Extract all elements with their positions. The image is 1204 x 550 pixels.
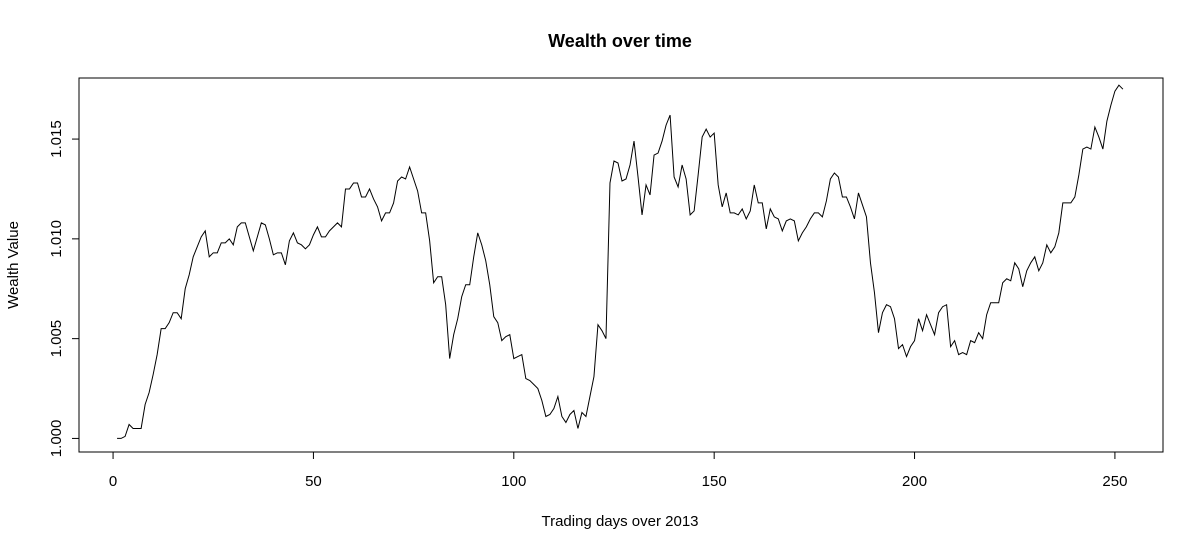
y-tick-label: 1.005	[48, 320, 65, 358]
y-axis: 1.000 1.005 1.010 1.015	[48, 120, 80, 458]
x-tick-label: 250	[1102, 473, 1127, 490]
x-tick-label: 50	[305, 473, 322, 490]
x-tick-label: 150	[702, 473, 727, 490]
y-axis-label: Wealth Value	[5, 221, 22, 309]
y-tick-label: 1.015	[48, 120, 65, 158]
y-tick-label: 1.010	[48, 220, 65, 258]
x-axis: 0 50 100 150 200 250	[109, 451, 1127, 490]
plot-frame	[78, 77, 1164, 453]
wealth-series-line	[117, 84, 1124, 439]
x-tick-label: 200	[902, 473, 927, 490]
chart-title: Wealth over time	[548, 31, 692, 51]
x-axis-label: Trading days over 2013	[541, 513, 698, 530]
x-tick-label: 100	[501, 473, 526, 490]
x-tick-label: 0	[109, 473, 117, 490]
y-tick-label: 1.000	[48, 420, 65, 458]
